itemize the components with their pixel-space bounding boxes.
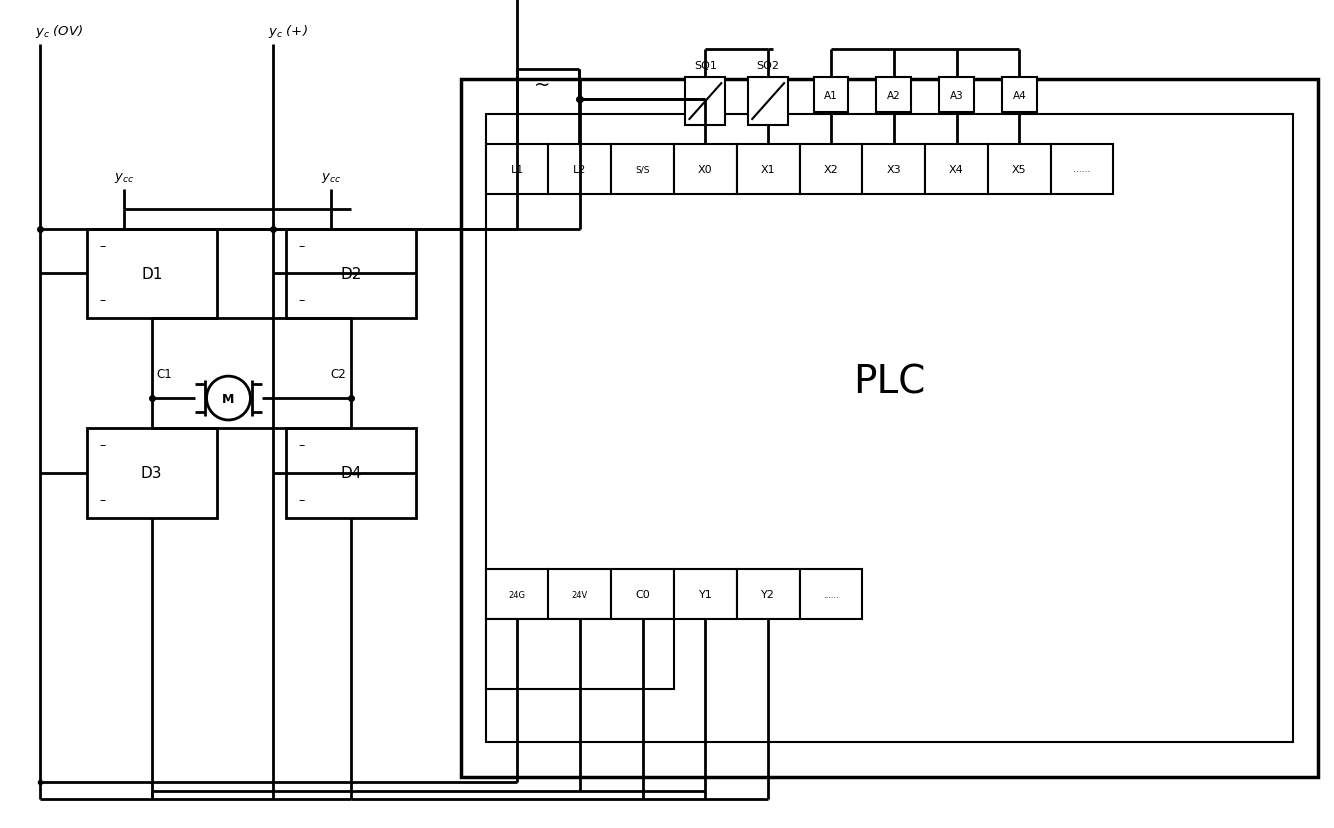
Bar: [926, 145, 988, 195]
Bar: [674, 145, 736, 195]
Text: D4: D4: [340, 465, 362, 481]
Text: ......: ......: [823, 590, 839, 599]
Bar: [486, 115, 1293, 742]
Text: X3: X3: [886, 165, 900, 175]
Text: D3: D3: [141, 465, 163, 481]
Text: M: M: [223, 392, 235, 405]
Bar: [611, 145, 674, 195]
Text: –: –: [299, 438, 304, 451]
Bar: [548, 570, 611, 619]
Text: X2: X2: [823, 165, 838, 175]
Text: –: –: [99, 493, 105, 506]
Text: D2: D2: [340, 267, 362, 282]
Bar: [548, 145, 611, 195]
Bar: [486, 619, 674, 689]
Text: 24V: 24V: [572, 590, 588, 599]
Text: S/S: S/S: [635, 165, 650, 174]
Text: L2: L2: [574, 165, 587, 175]
Text: C1: C1: [156, 368, 172, 381]
Bar: [611, 570, 674, 619]
Bar: [87, 428, 216, 518]
Text: –: –: [299, 294, 304, 307]
Bar: [799, 570, 862, 619]
Text: –: –: [99, 438, 105, 451]
Bar: [799, 145, 862, 195]
Bar: [486, 145, 548, 195]
Text: –: –: [299, 493, 304, 506]
Text: SQ1: SQ1: [694, 61, 716, 71]
Text: SQ2: SQ2: [756, 61, 779, 71]
Text: A4: A4: [1013, 90, 1026, 100]
Circle shape: [207, 377, 251, 421]
Bar: [287, 428, 416, 518]
Bar: [87, 229, 216, 319]
Bar: [1002, 78, 1037, 113]
Bar: [814, 78, 848, 113]
Text: –: –: [99, 239, 105, 253]
Text: 24G: 24G: [508, 590, 526, 599]
Text: –: –: [299, 239, 304, 253]
Bar: [939, 78, 974, 113]
Bar: [1051, 145, 1114, 195]
Text: A3: A3: [950, 90, 963, 100]
Text: A1: A1: [824, 90, 838, 100]
Text: D1: D1: [141, 267, 163, 282]
Bar: [686, 78, 726, 126]
Bar: [486, 570, 548, 619]
Text: ~: ~: [534, 75, 551, 94]
Text: Y2: Y2: [762, 590, 775, 599]
Bar: [460, 80, 1318, 777]
Text: $y_c$ (+): $y_c$ (+): [268, 23, 308, 41]
Bar: [736, 570, 799, 619]
Text: C2: C2: [331, 368, 346, 381]
Text: L1: L1: [511, 165, 524, 175]
Text: C0: C0: [635, 590, 650, 599]
Text: –: –: [99, 294, 105, 307]
Text: X0: X0: [698, 165, 712, 175]
Bar: [748, 78, 788, 126]
Bar: [674, 570, 736, 619]
Bar: [862, 145, 926, 195]
Text: X5: X5: [1013, 165, 1027, 175]
Text: $y_c$ (OV): $y_c$ (OV): [35, 23, 84, 41]
Text: $y_{cc}$: $y_{cc}$: [113, 171, 133, 185]
Bar: [287, 229, 416, 319]
Text: PLC: PLC: [852, 363, 926, 401]
Text: X4: X4: [950, 165, 964, 175]
Text: $y_{cc}$: $y_{cc}$: [321, 171, 342, 185]
Text: X1: X1: [760, 165, 775, 175]
Bar: [988, 145, 1051, 195]
Bar: [876, 78, 911, 113]
Text: ......: ......: [1074, 165, 1091, 174]
Text: Y1: Y1: [699, 590, 712, 599]
Text: A2: A2: [887, 90, 900, 100]
Bar: [736, 145, 799, 195]
